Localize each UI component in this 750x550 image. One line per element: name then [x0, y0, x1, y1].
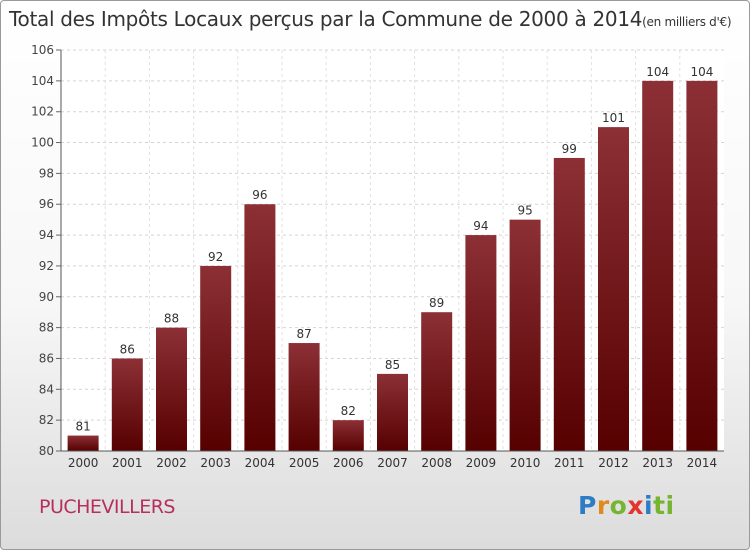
data-label: 81 — [75, 420, 90, 434]
y-tick-label: 82 — [39, 413, 54, 427]
bar — [509, 219, 541, 451]
bars — [67, 80, 718, 451]
y-tick-label: 96 — [39, 197, 54, 211]
y-tick-label: 88 — [39, 321, 54, 335]
x-tick-label: 2012 — [598, 456, 629, 470]
logo-letter: o — [609, 491, 628, 520]
y-tick-label: 94 — [39, 228, 54, 242]
y-tick-label: 102 — [31, 105, 54, 119]
x-tick-label: 2003 — [200, 456, 231, 470]
logo-letter: x — [627, 491, 644, 520]
data-label: 95 — [517, 204, 532, 218]
commune-name: PUCHEVILLERS — [39, 496, 175, 518]
y-tick-label: 80 — [39, 444, 54, 458]
y-tick-label: 92 — [39, 259, 54, 273]
bar — [244, 204, 276, 451]
data-label: 94 — [473, 219, 488, 233]
x-tick-label: 2007 — [377, 456, 408, 470]
data-label: 101 — [602, 111, 625, 125]
data-label: 104 — [690, 65, 713, 79]
logo-letter: i — [644, 491, 654, 520]
axes: 80 82 84 86 88 90 92 94 96 98 100 102 104 106 2000 2001… — [31, 43, 724, 470]
y-tick-label: 90 — [39, 290, 54, 304]
data-label: 96 — [252, 188, 267, 202]
y-tick-label: 98 — [39, 166, 54, 180]
bar — [642, 80, 674, 451]
data-label: 89 — [429, 296, 444, 310]
data-labels: 81 86 88 92 96 87 82 85 89 94 95 99 101 104 104 — [75, 65, 713, 434]
bar — [288, 343, 320, 451]
bar — [421, 312, 453, 451]
y-tick-label: 104 — [31, 74, 54, 88]
x-tick-label: 2000 — [68, 456, 99, 470]
chart-title-text: Total des Impôts Locaux perçus par la Co… — [9, 7, 643, 31]
bar — [465, 235, 497, 451]
logo-letter: ti — [653, 491, 675, 520]
data-label: 104 — [646, 65, 669, 79]
bar — [377, 373, 408, 451]
x-tick-label: 2013 — [642, 456, 673, 470]
data-label: 87 — [296, 327, 311, 341]
y-tick-label: 86 — [39, 351, 54, 365]
y-tick-label: 84 — [39, 382, 54, 396]
bar — [598, 127, 629, 451]
x-tick-label: 2004 — [245, 456, 276, 470]
data-label: 88 — [164, 312, 179, 326]
bar — [200, 265, 232, 451]
x-tick-label: 2002 — [156, 456, 187, 470]
proxiti-logo: Proxiti — [578, 491, 675, 520]
chart-unit: (en milliers d'€) — [642, 15, 732, 29]
x-tick-label: 2005 — [289, 456, 320, 470]
x-tick-label: 2008 — [421, 456, 452, 470]
data-label: 99 — [562, 142, 577, 156]
logo-letter: r — [596, 491, 610, 520]
bar — [111, 358, 143, 451]
data-label: 85 — [385, 358, 400, 372]
x-tick-label: 2010 — [510, 456, 541, 470]
x-tick-label: 2006 — [333, 456, 364, 470]
logo-letter: P — [578, 491, 597, 520]
data-label: 92 — [208, 250, 223, 264]
bar — [553, 157, 585, 451]
bar — [156, 327, 187, 451]
y-tick-label: 100 — [31, 136, 54, 150]
y-tick-label: 106 — [31, 43, 54, 57]
x-tick-label: 2009 — [466, 456, 497, 470]
bar — [67, 435, 99, 451]
x-tick-label: 2001 — [112, 456, 143, 470]
x-tick-label: 2011 — [554, 456, 585, 470]
chart-title: Total des Impôts Locaux perçus par la Co… — [9, 7, 732, 31]
bar — [332, 420, 364, 451]
x-tick-label: 2014 — [687, 456, 718, 470]
bar — [686, 80, 718, 451]
data-label: 86 — [120, 342, 135, 356]
data-label: 82 — [341, 404, 356, 418]
